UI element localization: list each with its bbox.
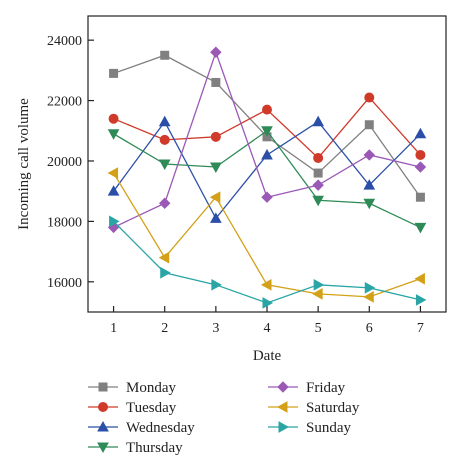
legend: Monday Tuesday Wednesday Thursday Friday Satu… [88,380,360,456]
data-point [313,152,324,163]
data-point [312,179,324,191]
legend-label: Saturday [306,400,360,416]
data-point [261,191,273,203]
data-point [363,149,375,161]
x-tick-label: 2 [161,321,168,336]
y-tick-label: 20000 [47,155,82,170]
data-point [277,381,289,393]
data-point [159,134,170,145]
data-point [159,197,171,209]
data-point [414,272,425,285]
data-point [364,120,374,130]
y-tick-label: 24000 [47,34,82,49]
series-line [113,220,421,304]
data-point [211,77,221,87]
x-tick-label: 5 [315,321,322,336]
x-axis-title: Date [253,348,282,364]
legend-label: Wednesday [126,420,195,436]
data-point [158,115,171,127]
data-point [415,192,425,202]
data-point [261,148,273,160]
data-point [312,115,324,127]
data-point [108,113,119,124]
data-point [278,421,290,433]
data-point [107,129,120,140]
plot-frame [87,15,447,313]
data-point [363,198,376,210]
data-point [364,92,375,103]
data-point [414,161,427,173]
x-tick-label: 4 [264,321,271,336]
data-point [107,167,119,179]
x-tick-label: 7 [417,321,424,336]
y-axis-title: Incoming call volume [16,98,32,230]
y-tick-label: 16000 [47,276,82,291]
y-tick-label: 18000 [47,215,82,230]
data-point [363,291,374,303]
data-point [364,281,376,294]
data-point [98,402,108,412]
data-point [363,179,376,190]
data-point [262,104,272,115]
x-tick-label: 1 [110,321,117,336]
data-point [210,162,222,174]
y-tick-label: 22000 [47,95,82,110]
x-axis: 1 2 3 4 5 6 7 [110,306,424,336]
data-point [313,278,325,291]
data-point [160,50,170,60]
x-tick-label: 6 [366,321,373,336]
data-point [109,215,120,228]
data-point [210,131,221,142]
data-point [262,297,274,309]
data-point [98,382,108,392]
data-point [312,288,323,300]
data-point [211,278,222,291]
data-point [415,149,426,160]
data-point [210,46,222,58]
x-tick-label: 3 [212,321,219,336]
series-line [113,54,421,198]
legend-label: Thursday [126,440,183,456]
data-point [276,401,288,413]
legend-label: Tuesday [126,400,177,416]
data-point [312,195,324,207]
data-point [313,168,323,178]
data-point [415,294,427,306]
data-point [414,222,427,234]
data-point [107,185,120,196]
legend-label: Monday [126,380,176,396]
y-axis: 16000 18000 20000 22000 24000 [47,34,94,291]
data-point [97,420,109,432]
legend-label: Friday [306,380,346,396]
data-point [261,126,273,137]
series-layer [107,46,427,309]
data-point [209,191,221,204]
data-point [97,442,109,454]
data-point [109,68,119,78]
data-point [210,212,222,223]
legend-label: Sunday [306,420,352,436]
data-point [158,159,171,171]
data-point [160,266,171,279]
data-point [414,127,427,139]
data-point [260,278,272,291]
data-point [158,251,170,264]
